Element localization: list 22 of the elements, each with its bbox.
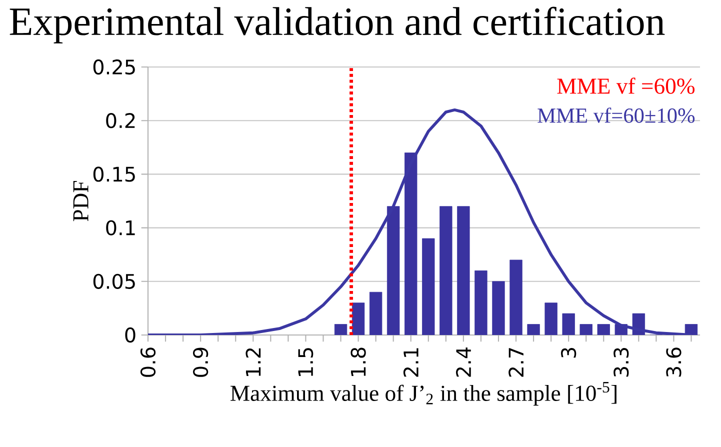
x-tick-label: 3.3	[614, 348, 629, 377]
x-tick-label: 3.6	[666, 348, 682, 377]
chart-title: Experimental validation and certification	[10, 6, 665, 44]
x-tick-label: 2.7	[508, 348, 524, 377]
x-tick-label: 0.6	[140, 348, 156, 377]
y-tick-label: 0.25	[93, 59, 135, 75]
y-tick-label: 0.15	[93, 166, 135, 182]
text: MME vf=60±10%	[538, 108, 695, 123]
y-tick-label: 0	[125, 327, 136, 343]
y-axis-title: PDF	[73, 181, 88, 222]
y-tick-label: 0.1	[106, 220, 135, 236]
x-axis-title: Maximum value of J’$_{2}$ in the sample [10$^{-5}$]	[230, 382, 616, 406]
x-tick-label: 2.4	[456, 348, 471, 377]
x-tick-label: 1.8	[350, 348, 366, 376]
y-tick-label: 0.05	[93, 274, 135, 289]
x-tick-label: 0.9	[193, 348, 208, 377]
annotation: MME vf =60%	[557, 78, 695, 94]
x-tick-label: 1.2	[246, 348, 261, 376]
y-tick-label: 0.2	[106, 113, 135, 128]
x-tick-label: 2.1	[403, 348, 418, 377]
x-tick-label: 3	[561, 348, 576, 358]
x-tick-label: 1.5	[298, 348, 314, 376]
